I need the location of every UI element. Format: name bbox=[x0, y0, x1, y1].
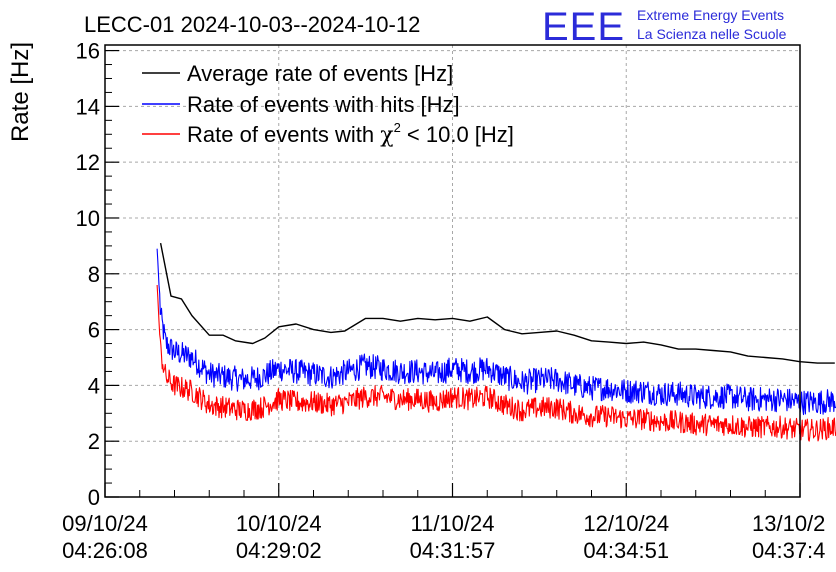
x-tick-label-time: 04:37:4 bbox=[752, 538, 825, 563]
eee-logo-letters: EEE bbox=[542, 5, 625, 49]
legend-label-chi2: Rate of events with χ2 < 10.0 [Hz] bbox=[187, 120, 514, 148]
x-tick-label-date: 09/10/24 bbox=[62, 511, 148, 536]
y-tick-label: 6 bbox=[88, 318, 100, 343]
y-tick-label: 2 bbox=[88, 429, 100, 454]
grid-lines bbox=[105, 45, 800, 497]
x-tick-label-date: 10/10/24 bbox=[236, 511, 322, 536]
axis-ticks: 024681012141609/10/2404:26:0810/10/2404:… bbox=[62, 39, 825, 563]
y-tick-label: 12 bbox=[76, 150, 100, 175]
y-tick-label: 8 bbox=[88, 262, 100, 287]
x-tick-label-date: 12/10/24 bbox=[583, 511, 669, 536]
series-line-chi2-rate bbox=[156, 284, 836, 442]
y-tick-label: 4 bbox=[88, 373, 100, 398]
y-tick-label: 10 bbox=[76, 206, 100, 231]
legend-chi2-suffix: < 10.0 [Hz] bbox=[401, 122, 514, 147]
legend-label-hits: Rate of events with hits [Hz] bbox=[187, 92, 460, 117]
legend-label-average: Average rate of events [Hz] bbox=[187, 61, 453, 86]
y-tick-label: 16 bbox=[76, 39, 100, 64]
y-tick-label: 14 bbox=[76, 94, 100, 119]
x-tick-label-time: 04:26:08 bbox=[62, 538, 148, 563]
x-tick-label-date: 11/10/24 bbox=[410, 511, 494, 536]
eee-logo-line2: La Scienza nelle Scuole bbox=[637, 26, 787, 42]
chart-title: LECC-01 2024-10-03--2024-10-12 bbox=[84, 12, 420, 37]
y-axis-label: Rate [Hz] bbox=[7, 42, 34, 142]
eee-logo-line1: Extreme Energy Events bbox=[637, 7, 784, 23]
y-tick-label: 0 bbox=[88, 485, 100, 510]
x-tick-label-time: 04:29:02 bbox=[236, 538, 322, 563]
legend: Average rate of events [Hz] Rate of even… bbox=[142, 61, 514, 148]
series-line-hits-rate bbox=[156, 248, 836, 416]
series-layer bbox=[156, 242, 836, 442]
legend-chi2-symbol: χ bbox=[380, 123, 393, 148]
legend-chi2-superscript: 2 bbox=[394, 120, 401, 135]
x-tick-label-date: 13/10/2 bbox=[752, 511, 825, 536]
legend-chi2-prefix: Rate of events with bbox=[187, 122, 380, 147]
x-tick-label-time: 04:31:57 bbox=[410, 538, 496, 563]
series-line-average-rate bbox=[159, 242, 835, 364]
x-tick-label-time: 04:34:51 bbox=[583, 538, 669, 563]
